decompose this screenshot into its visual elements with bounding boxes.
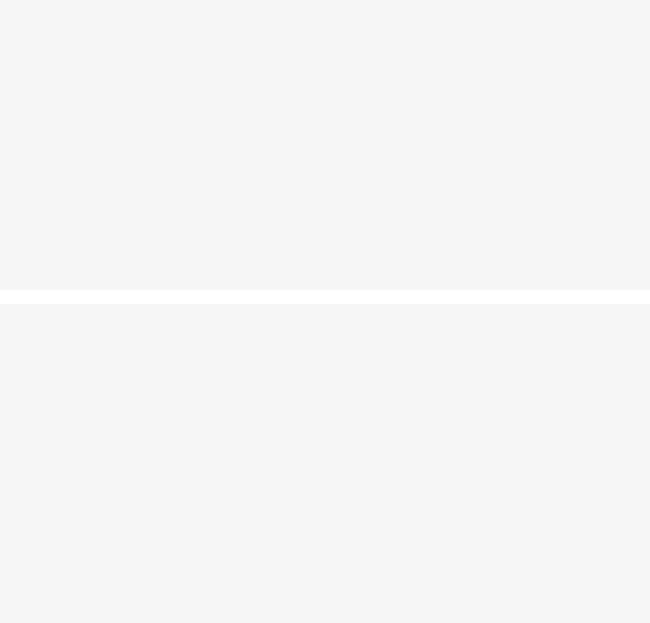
chart-title-dental-geo bbox=[0, 304, 650, 325]
city-source-chart-panel bbox=[0, 0, 650, 290]
chart-title-city-sources bbox=[0, 0, 650, 21]
dental-geo-chart-panel bbox=[0, 304, 650, 623]
x-axis bbox=[60, 27, 630, 61]
grouped-bar-plot bbox=[55, 327, 638, 462]
